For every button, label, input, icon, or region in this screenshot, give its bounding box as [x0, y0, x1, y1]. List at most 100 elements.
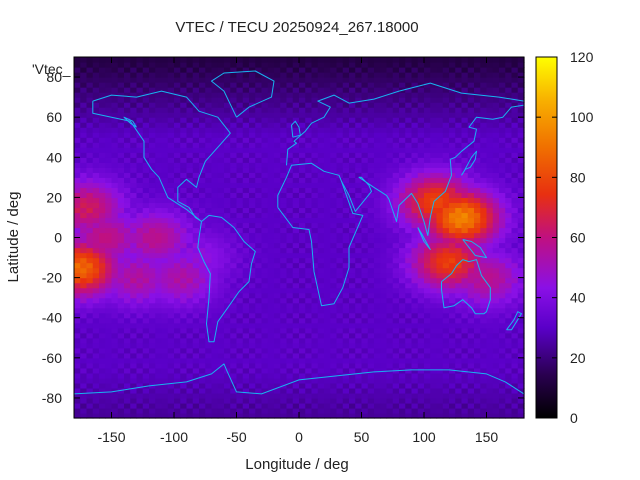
- heatmap-cell: [136, 147, 144, 153]
- heatmap-cell: [186, 142, 194, 148]
- heatmap-cell: [117, 82, 125, 88]
- heatmap-cell: [386, 407, 394, 414]
- heatmap-cell: [380, 262, 388, 269]
- heatmap-cell: [192, 132, 200, 138]
- heatmap-cell: [392, 407, 400, 414]
- heatmap-cell: [405, 87, 413, 93]
- heatmap-cell: [411, 222, 419, 229]
- heatmap-cell: [92, 182, 100, 188]
- heatmap-cell: [92, 72, 100, 78]
- heatmap-cell: [336, 67, 344, 73]
- heatmap-cell: [492, 232, 500, 239]
- heatmap-cell: [492, 137, 500, 143]
- heatmap-cell: [461, 392, 469, 399]
- heatmap-cell: [149, 282, 156, 289]
- heatmap-cell: [236, 67, 244, 73]
- heatmap-cell: [99, 277, 106, 284]
- heatmap-cell: [442, 152, 450, 158]
- heatmap-cell: [480, 197, 488, 204]
- heatmap-cell: [436, 397, 444, 404]
- heatmap-cell: [480, 357, 488, 364]
- heatmap-cell: [480, 97, 488, 103]
- heatmap-cell: [430, 222, 438, 229]
- heatmap-cell: [474, 327, 481, 334]
- heatmap-cell: [255, 317, 263, 324]
- heatmap-cell: [342, 322, 350, 329]
- heatmap-cell: [330, 352, 338, 359]
- heatmap-cell: [355, 387, 363, 394]
- heatmap-cell: [142, 192, 150, 198]
- heatmap-cell: [430, 292, 438, 299]
- heatmap-cell: [355, 187, 363, 193]
- heatmap-cell: [461, 402, 469, 409]
- heatmap-cell: [474, 82, 481, 88]
- heatmap-cell: [311, 262, 319, 269]
- heatmap-cell: [480, 82, 488, 88]
- heatmap-cell: [130, 132, 138, 138]
- heatmap-cell: [474, 387, 481, 394]
- heatmap-cell: [255, 302, 263, 309]
- heatmap-cell: [92, 402, 100, 409]
- heatmap-cell: [455, 192, 463, 198]
- heatmap-cell: [292, 277, 300, 284]
- heatmap-cell: [99, 292, 106, 299]
- heatmap-cell: [205, 312, 213, 319]
- heatmap-cell: [367, 137, 375, 143]
- heatmap-cell: [255, 252, 263, 259]
- heatmap-cell: [105, 407, 113, 414]
- heatmap-cell: [492, 402, 500, 409]
- heatmap-cell: [92, 372, 100, 379]
- heatmap-cell: [230, 327, 238, 334]
- heatmap-cell: [242, 322, 250, 329]
- heatmap-cell: [167, 287, 175, 294]
- heatmap-cell: [136, 367, 144, 374]
- heatmap-cell: [86, 337, 94, 344]
- heatmap-cell: [449, 407, 456, 414]
- heatmap-cell: [386, 67, 394, 73]
- heatmap-cell: [442, 337, 450, 344]
- heatmap-cell: [274, 142, 281, 148]
- heatmap-cell: [236, 82, 244, 88]
- heatmap-cell: [130, 287, 138, 294]
- heatmap-cell: [174, 362, 181, 369]
- heatmap-cell: [342, 347, 350, 354]
- heatmap-cell: [305, 327, 313, 334]
- heatmap-cell: [117, 317, 125, 324]
- heatmap-cell: [449, 77, 456, 83]
- heatmap-cell: [211, 132, 219, 138]
- heatmap-cell: [349, 102, 356, 108]
- heatmap-cell: [142, 412, 150, 419]
- heatmap-cell: [242, 167, 250, 173]
- heatmap-cell: [155, 172, 163, 178]
- heatmap-cell: [349, 182, 356, 188]
- heatmap-cell: [249, 237, 256, 244]
- heatmap-cell: [242, 207, 250, 214]
- heatmap-cell: [392, 172, 400, 178]
- heatmap-cell: [74, 137, 81, 143]
- heatmap-cell: [124, 387, 131, 394]
- heatmap-cell: [405, 347, 413, 354]
- heatmap-cell: [380, 177, 388, 183]
- heatmap-cell: [105, 357, 113, 364]
- heatmap-cell: [442, 327, 450, 334]
- heatmap-cell: [299, 237, 306, 244]
- heatmap-cell: [374, 67, 381, 73]
- heatmap-cell: [355, 182, 363, 188]
- heatmap-cell: [161, 327, 169, 334]
- heatmap-cell: [136, 302, 144, 309]
- heatmap-cell: [92, 357, 100, 364]
- heatmap-cell: [155, 332, 163, 339]
- heatmap-cell: [267, 92, 275, 98]
- heatmap-cell: [161, 292, 169, 299]
- heatmap-cell: [249, 107, 256, 113]
- heatmap-cell: [324, 212, 331, 219]
- heatmap-cell: [105, 262, 113, 269]
- heatmap-cell: [249, 142, 256, 148]
- heatmap-cell: [311, 412, 319, 419]
- heatmap-cell: [380, 57, 388, 63]
- heatmap-cell: [180, 82, 188, 88]
- heatmap-cell: [474, 287, 481, 294]
- heatmap-cell: [205, 97, 213, 103]
- heatmap-cell: [105, 57, 113, 63]
- heatmap-cell: [105, 377, 113, 384]
